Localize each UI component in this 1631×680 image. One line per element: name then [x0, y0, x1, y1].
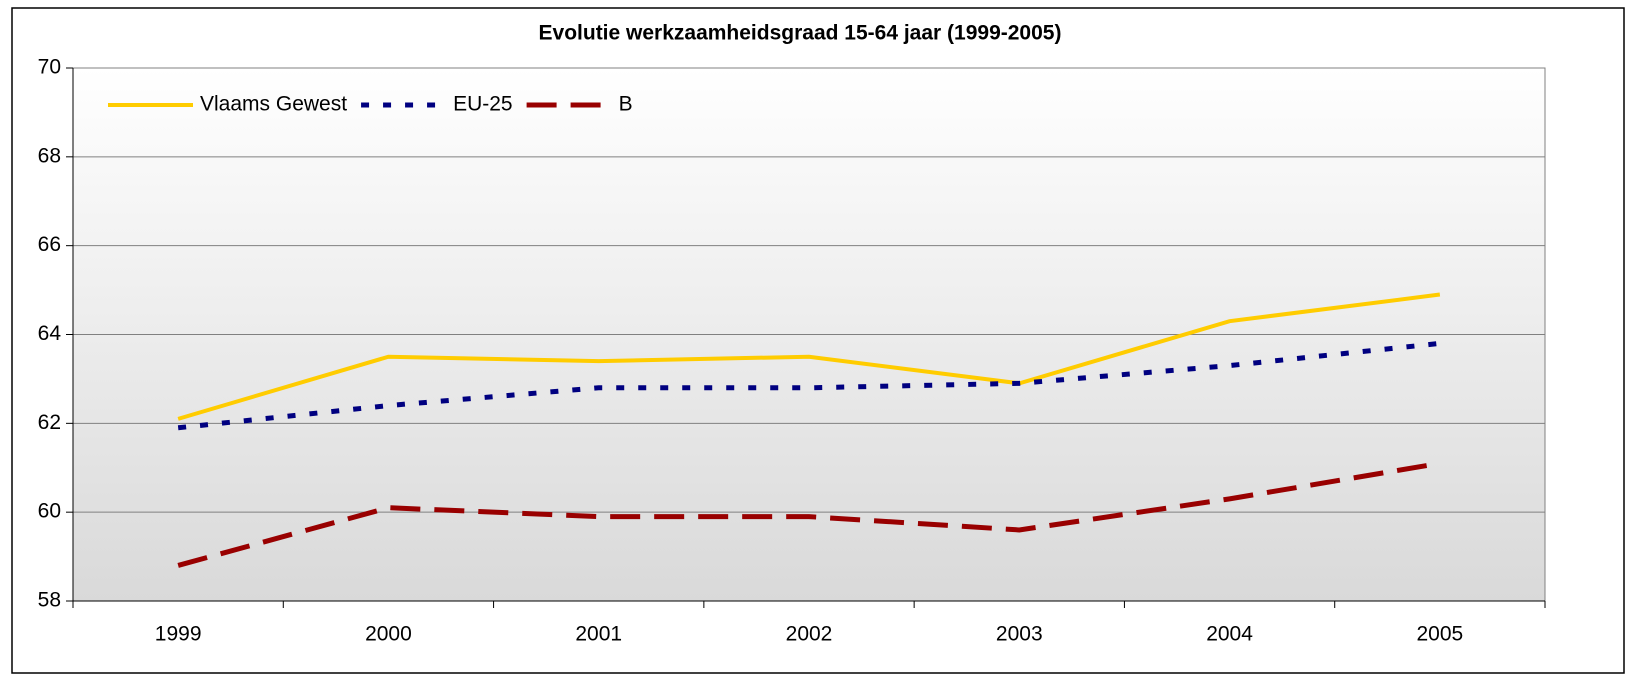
y-tick-label: 62: [38, 411, 61, 434]
y-tick-label: 70: [38, 56, 61, 79]
legend-label: Vlaams Gewest: [200, 93, 347, 116]
x-tick-label: 2002: [786, 623, 833, 646]
legend-label: B: [619, 93, 633, 116]
chart-title: Evolutie werkzaamheidsgraad 15-64 jaar (…: [539, 22, 1062, 45]
y-tick-label: 58: [38, 589, 61, 612]
x-tick-label: 2004: [1206, 623, 1253, 646]
y-tick-label: 64: [38, 322, 62, 345]
x-tick-label: 2000: [365, 623, 412, 646]
y-tick-label: 66: [38, 233, 61, 256]
y-tick-label: 68: [38, 144, 61, 167]
x-tick-label: 2003: [996, 623, 1043, 646]
line-series: [177, 460, 1441, 568]
line-series: [177, 292, 1441, 421]
legend-label: EU-25: [453, 93, 513, 116]
x-tick-label: 2005: [1416, 623, 1463, 646]
y-tick-label: 60: [38, 500, 61, 523]
x-tick-label: 1999: [155, 623, 202, 646]
x-tick-label: 2001: [575, 623, 622, 646]
